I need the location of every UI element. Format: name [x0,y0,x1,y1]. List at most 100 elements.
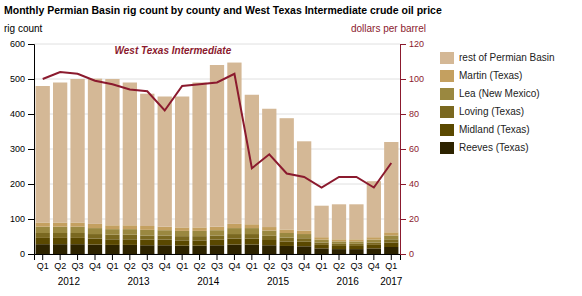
bar [53,227,67,233]
tick-label: 300 [10,144,25,154]
tick: Q3 [350,254,362,271]
tick-label: 600 [10,39,25,49]
bar [349,249,363,254]
bar [105,245,119,254]
tick: Q4 [159,254,171,271]
bar [192,83,206,228]
tick-mark [217,254,218,260]
bar [367,248,381,254]
bar [158,97,172,227]
tick: Q2 [333,254,345,271]
bar [175,97,189,228]
bar [332,239,346,241]
tick-label: Q1 [37,261,49,271]
bar [384,242,398,247]
y-axis: 0100200300400500600 [10,39,35,259]
tick-label: Q3 [211,261,223,271]
bar [105,239,119,245]
bar [88,245,102,254]
bar [192,231,206,236]
tick: Q2 [54,254,66,271]
tick: 0 [20,249,34,259]
y2-axis: 020406080100120 [400,39,424,259]
bar [314,240,328,243]
legend-label: Reeves (Texas) [459,142,528,153]
bar [123,245,137,254]
bar [140,94,154,226]
bar [192,236,206,240]
tick-mark [400,79,406,80]
tick: Q1 [176,254,188,271]
bar [88,239,102,245]
bar [314,245,328,249]
tick: 80 [400,109,419,119]
axis-line [401,45,407,255]
tick: 300 [10,144,34,154]
legend-swatch [440,52,454,64]
tick-mark [400,44,406,45]
bar [158,235,172,239]
legend-label: rest of Permian Basin [459,52,555,63]
bar [367,181,381,237]
tick-mark [373,254,374,260]
tick-mark [400,219,406,220]
bar [297,246,311,254]
y-axis-title: rig count [4,23,43,34]
bar [88,224,102,228]
tick-label: Q1 [176,261,188,271]
bar [88,79,102,224]
bar [227,63,241,224]
bar [210,65,224,227]
bar [105,235,119,240]
bar [70,233,84,238]
tick-label: 100 [10,214,25,224]
tick-mark [42,254,43,260]
tick-label: Q1 [385,261,397,271]
year-label: 2015 [267,276,290,287]
bar [297,242,311,247]
tick-mark [400,149,406,150]
tick-label: 400 [10,109,25,119]
bar [384,235,398,239]
bar [36,244,50,254]
bar [280,238,294,242]
tick-mark [304,254,305,260]
tick-mark [286,254,287,260]
bar [210,245,224,254]
tick-label: 60 [409,144,419,154]
y2-axis-title: dollars per barrel [351,23,426,34]
bar [140,235,154,239]
tick: Q2 [124,254,136,271]
title: Monthly Permian Basin rig count by count… [4,4,442,16]
bar [262,245,276,254]
tick-label: Q2 [263,261,275,271]
tick: Q3 [141,254,153,271]
legend-label: Loving (Texas) [459,106,524,117]
bar [245,224,259,228]
bar [314,248,328,254]
bar [384,232,398,235]
bar [297,234,311,238]
bar [367,242,381,244]
bar [384,142,398,232]
tick-mark [234,254,235,260]
tick-label: 40 [409,179,419,189]
axis-line [35,255,401,261]
bar [123,235,137,240]
tick-mark [400,184,406,185]
bar [262,236,276,240]
tick-mark [400,254,406,255]
bar [192,227,206,231]
tick-mark [77,254,78,260]
bar [367,245,381,249]
plot-area [36,63,399,254]
tick-mark [28,184,34,185]
tick-label: Q3 [350,261,362,271]
tick-label: Q1 [106,261,118,271]
chart: Q1Q2Q3Q4Q1Q2Q3Q4Q1Q2Q3Q4Q1Q2Q3Q4Q1Q2Q3Q4… [0,0,582,296]
tick-label: 0 [20,249,25,259]
bar [280,233,294,238]
tick: Q3 [281,254,293,271]
tick-label: 500 [10,74,25,84]
bar [70,238,84,244]
